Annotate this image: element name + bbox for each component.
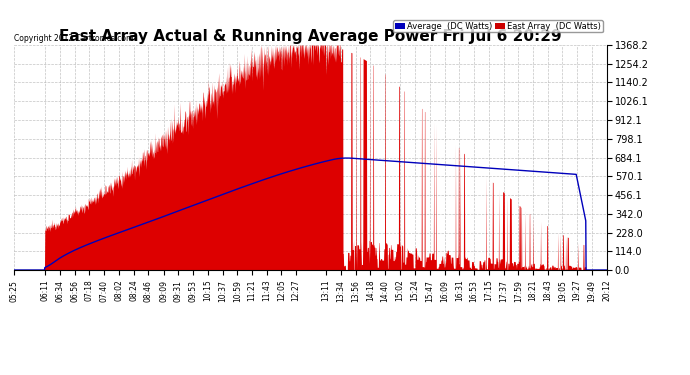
Title: East Array Actual & Running Average Power Fri Jul 6 20:29: East Array Actual & Running Average Powe… [59,29,562,44]
Text: Copyright 2012 Cartronics.com: Copyright 2012 Cartronics.com [14,34,133,43]
Legend: Average  (DC Watts), East Array  (DC Watts): Average (DC Watts), East Array (DC Watts… [393,20,603,32]
